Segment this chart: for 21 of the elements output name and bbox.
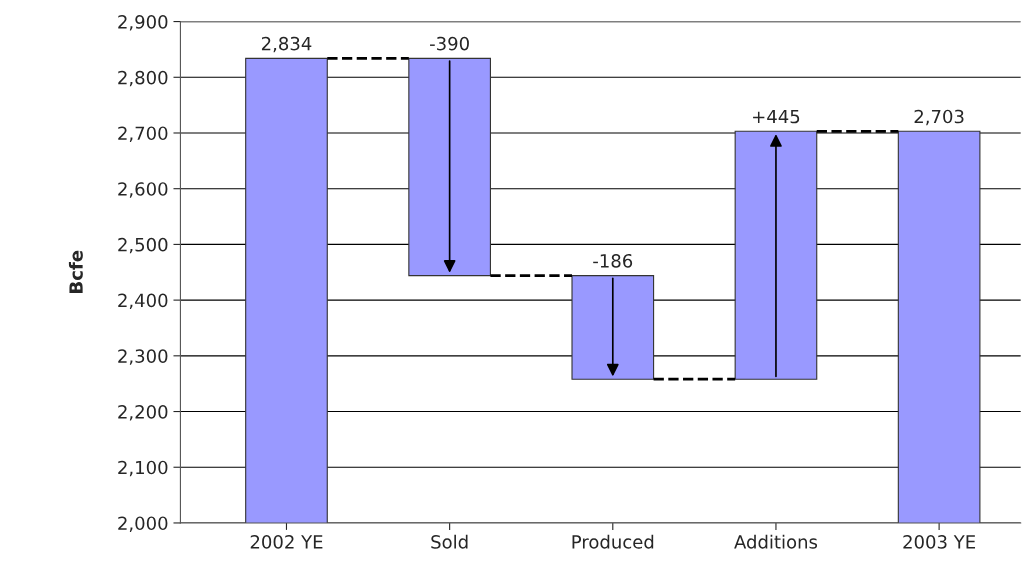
y-axis-title: Bcfe [68, 250, 83, 293]
data-label: -186 [593, 253, 633, 268]
x-tick-label: Sold [431, 534, 468, 549]
y-tick-label: 2,900 [118, 15, 168, 31]
data-label: -390 [430, 36, 469, 51]
y-tick-label: 2,700 [118, 126, 168, 142]
x-tick-label: Additions [734, 534, 818, 549]
y-tick-label: 2,400 [118, 293, 168, 310]
data-label: 2,703 [914, 109, 964, 126]
y-tick-label: 2,300 [118, 349, 168, 365]
y-tick-label: 2,600 [118, 182, 168, 198]
x-tick-label: 2002 YE [250, 535, 323, 549]
y-tick-label: 2,000 [118, 516, 168, 532]
data-label: +445 [753, 109, 800, 124]
x-tick-label: Produced [572, 534, 654, 549]
y-tick-label: 2,500 [118, 237, 168, 254]
data-label: 2,834 [261, 36, 312, 53]
y-tick-label: 2,800 [118, 70, 168, 87]
y-tick-label: 2,100 [118, 460, 168, 477]
x-tick-label: 2003 YE [903, 535, 976, 549]
y-tick-label: 2,200 [118, 404, 168, 421]
